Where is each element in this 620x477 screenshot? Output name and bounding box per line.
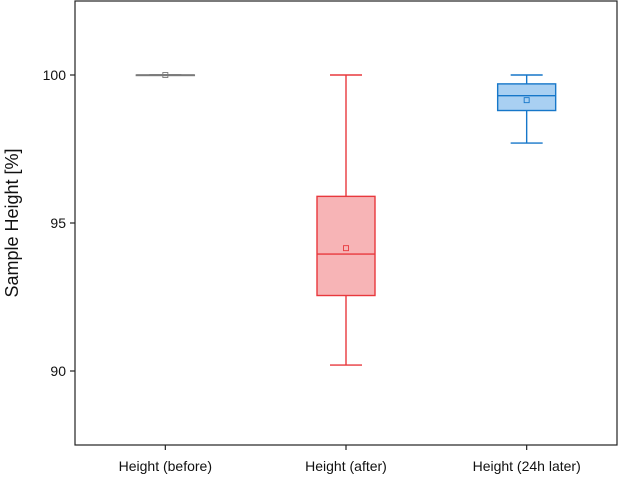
x-tick-label: Height (24h later) [473,458,581,474]
box-group [496,74,557,144]
x-tick-label: Height (before) [119,458,212,474]
box-group [135,72,196,78]
y-tick-label: 95 [50,215,66,231]
x-tick-label: Height (after) [305,458,387,474]
y-axis-title: Sample Height [%] [2,148,22,297]
box-group [316,74,376,366]
y-tick-label: 100 [43,67,67,83]
mean-marker [162,72,169,78]
iqr-box [496,83,557,112]
y-tick-label: 90 [50,363,66,379]
y-axis: 90 95 100 [43,67,75,379]
mean-marker [523,97,530,104]
x-axis: Height (before) Height (after) Height (24h… [119,445,581,474]
boxes-layer [135,72,557,366]
mean-marker [343,245,349,252]
